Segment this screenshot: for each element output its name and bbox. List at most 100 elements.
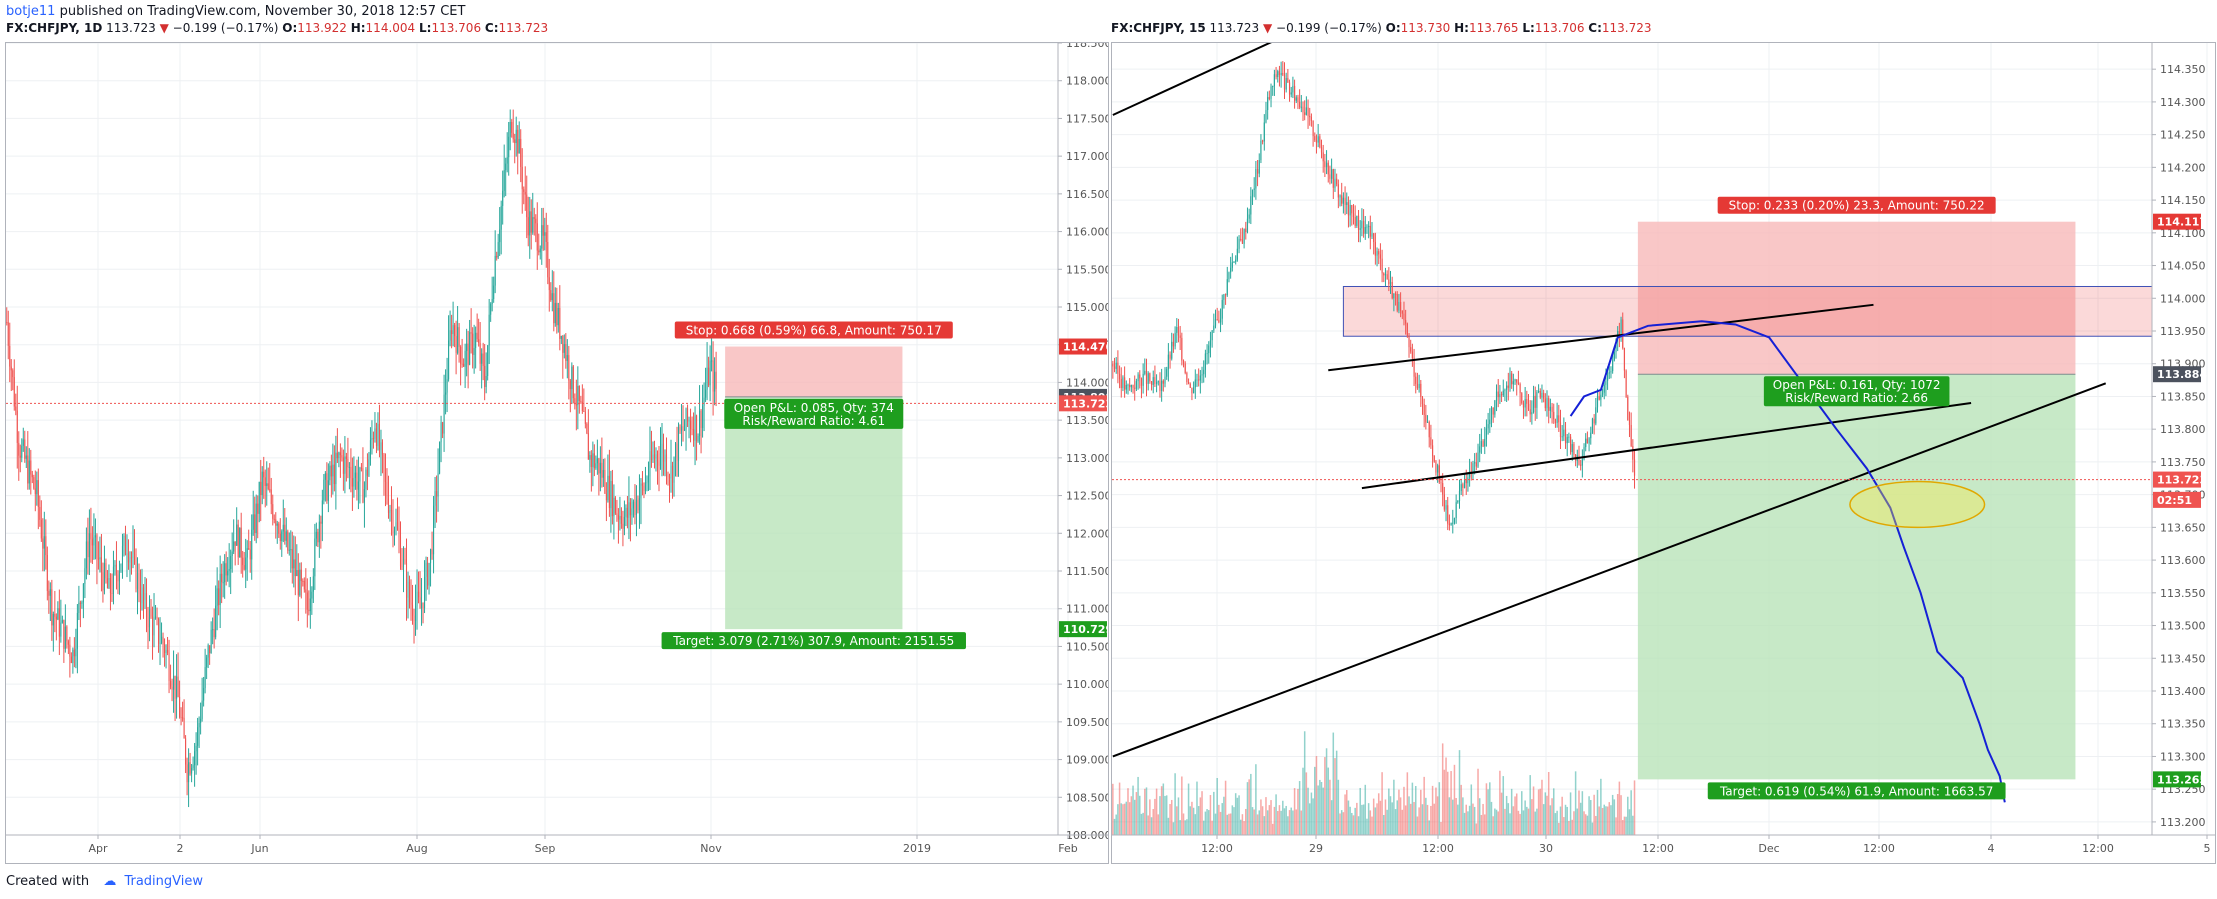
volume-bar bbox=[1514, 796, 1516, 835]
candle bbox=[353, 478, 355, 487]
volume-bar bbox=[1499, 770, 1501, 835]
candle bbox=[165, 649, 167, 653]
volume-bar bbox=[1300, 810, 1303, 835]
candle bbox=[248, 548, 250, 550]
candle bbox=[1558, 415, 1560, 423]
volume-bar bbox=[1278, 805, 1281, 835]
candle bbox=[40, 519, 42, 539]
candle bbox=[161, 636, 163, 643]
candle bbox=[628, 502, 630, 518]
price-tick-label: 109.500 bbox=[1066, 716, 1108, 729]
candle bbox=[348, 466, 350, 468]
candle bbox=[239, 527, 241, 558]
volume-bar bbox=[1367, 803, 1370, 835]
candle bbox=[399, 537, 402, 567]
volume-bar bbox=[1324, 757, 1326, 835]
candle bbox=[63, 620, 65, 649]
candle bbox=[200, 718, 202, 724]
daily-chart-canvas[interactable]: Stop: 0.668 (0.59%) 66.8, Amount: 750.17… bbox=[6, 37, 1227, 863]
candle bbox=[485, 376, 487, 387]
author-link[interactable]: botje11 bbox=[6, 4, 56, 19]
candle bbox=[1563, 429, 1565, 437]
candle bbox=[103, 563, 105, 591]
candle bbox=[278, 523, 280, 534]
right-price: 113.723 bbox=[1209, 21, 1260, 35]
volume-bar bbox=[1218, 804, 1220, 835]
volume-bar bbox=[1440, 821, 1442, 835]
candle bbox=[601, 462, 603, 478]
pnl-label: Open P&L: 0.085, Qty: 374 bbox=[734, 401, 894, 415]
candle bbox=[682, 426, 684, 431]
volume-bar bbox=[1542, 804, 1545, 835]
candle bbox=[604, 470, 606, 494]
candle bbox=[294, 559, 296, 577]
candle bbox=[434, 491, 436, 506]
candle bbox=[632, 501, 634, 509]
time-axis: Apr2JunAugSepNov2019FebApr bbox=[6, 834, 1227, 855]
candle bbox=[97, 558, 99, 560]
candle bbox=[490, 303, 492, 315]
volume-bar bbox=[1608, 802, 1611, 835]
volume-bar bbox=[1478, 798, 1481, 835]
volume-bar bbox=[1571, 819, 1574, 835]
candle bbox=[1573, 444, 1575, 455]
price-tick-label: 113.650 bbox=[2160, 521, 2206, 534]
candle bbox=[1425, 414, 1427, 423]
candle bbox=[700, 410, 702, 429]
candle bbox=[706, 367, 708, 390]
volume-bar bbox=[1475, 823, 1478, 835]
left-high: 114.004 bbox=[365, 21, 416, 35]
candle bbox=[55, 616, 57, 620]
candle bbox=[1482, 441, 1484, 447]
candle bbox=[207, 645, 209, 658]
candle bbox=[1349, 205, 1351, 216]
volume-bar bbox=[1532, 786, 1535, 835]
candle bbox=[144, 593, 146, 601]
candle bbox=[1428, 421, 1430, 438]
candle bbox=[449, 330, 451, 341]
candle bbox=[455, 336, 457, 353]
candle bbox=[1369, 225, 1371, 237]
candle bbox=[1352, 213, 1355, 218]
candle bbox=[596, 458, 598, 464]
candle bbox=[245, 557, 247, 570]
trend-line bbox=[1328, 303, 1874, 372]
candle bbox=[481, 353, 483, 364]
candle bbox=[461, 363, 463, 365]
price-tick-label: 113.600 bbox=[2160, 554, 2206, 567]
volume-bar bbox=[1411, 782, 1414, 835]
tradingview-link[interactable]: TradingView bbox=[124, 874, 203, 889]
candle bbox=[138, 572, 140, 594]
volume-bar bbox=[1393, 779, 1395, 835]
volume-bar bbox=[1561, 796, 1563, 835]
candle bbox=[1487, 424, 1489, 429]
candle bbox=[614, 497, 616, 514]
intraday-chart-panel[interactable]: Stop: 0.233 (0.20%) 23.3, Amount: 750.22… bbox=[1111, 29, 2216, 864]
time-tick-label: Nov bbox=[700, 842, 722, 855]
price-tick-label: 113.550 bbox=[2160, 587, 2206, 600]
volume-bar bbox=[1310, 792, 1313, 835]
candle bbox=[1442, 483, 1444, 495]
right-close: 113.723 bbox=[1601, 21, 1652, 35]
candle bbox=[1304, 112, 1306, 115]
candle bbox=[469, 332, 471, 365]
candle bbox=[13, 377, 15, 407]
candle bbox=[16, 410, 18, 443]
volume-bar bbox=[1130, 796, 1133, 835]
candle bbox=[378, 423, 380, 451]
candle bbox=[347, 458, 349, 468]
candle bbox=[1167, 354, 1169, 370]
volume-bar bbox=[1196, 781, 1198, 835]
candle bbox=[533, 217, 535, 219]
candle bbox=[1625, 370, 1627, 397]
candle bbox=[168, 652, 170, 681]
candle bbox=[93, 537, 95, 546]
daily-chart-panel[interactable]: Stop: 0.668 (0.59%) 66.8, Amount: 750.17… bbox=[5, 37, 1227, 864]
intraday-chart-canvas[interactable]: Stop: 0.233 (0.20%) 23.3, Amount: 750.22… bbox=[1112, 29, 2215, 863]
candle bbox=[48, 590, 50, 596]
right-open: 113.730 bbox=[1400, 21, 1451, 35]
volume-bar bbox=[1409, 803, 1412, 835]
price-tick-label: 118.000 bbox=[1066, 75, 1108, 88]
candle bbox=[206, 657, 208, 668]
candle bbox=[1368, 225, 1370, 227]
